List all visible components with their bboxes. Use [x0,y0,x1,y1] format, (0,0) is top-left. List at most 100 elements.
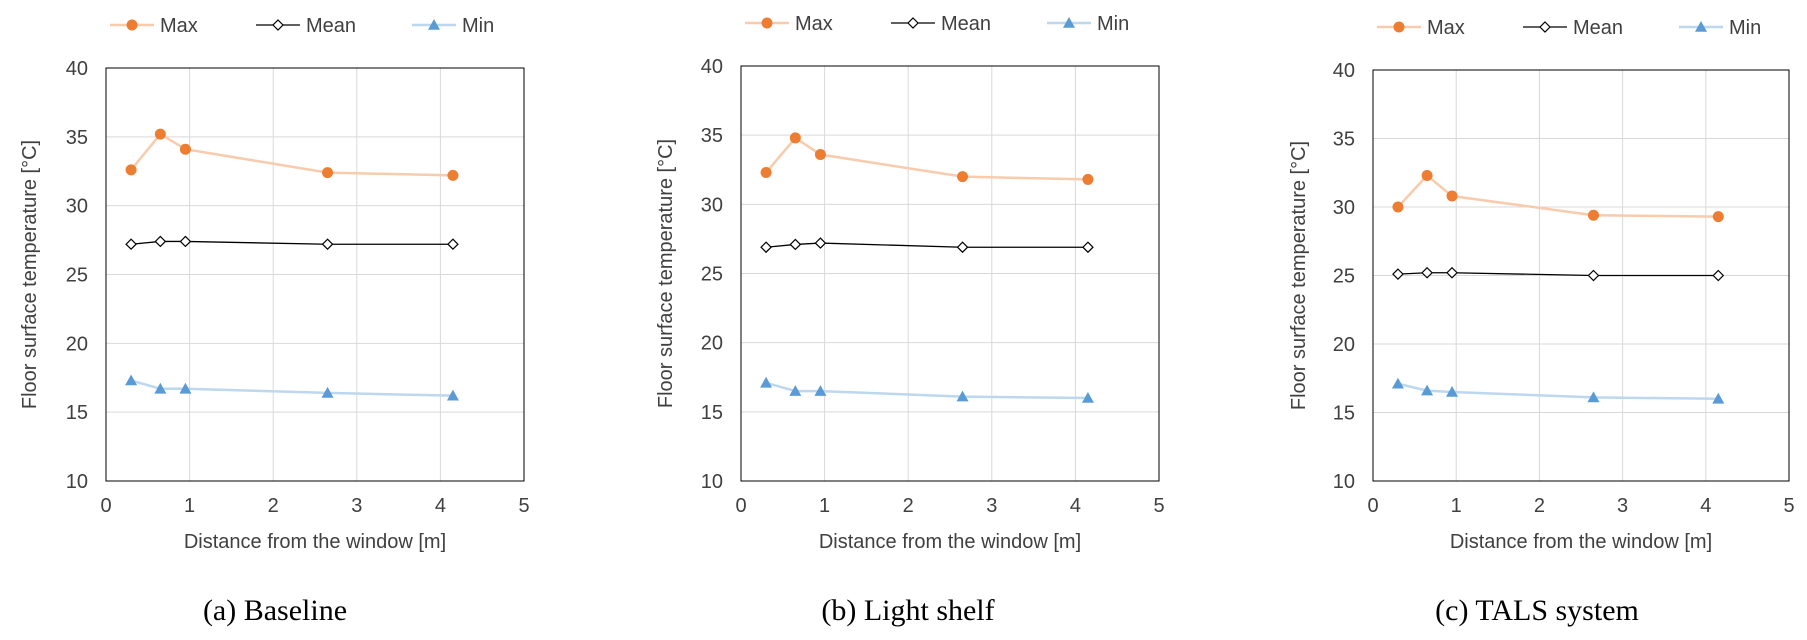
mean-point-2 [1446,266,1458,279]
max-point-4 [1082,173,1094,185]
panel-caption: (c) TALS system [1435,594,1639,627]
y-axis-title: Floor surface temperature [°C] [19,140,41,409]
x-tick-label: 2 [1534,495,1545,517]
y-tick-label: 10 [1333,471,1355,493]
legend-label-min: Min [1729,17,1761,39]
series-mean [1392,266,1725,282]
mean-point-1 [1421,266,1433,279]
series-max [760,132,1094,185]
series-mean [125,235,459,251]
legend: Max Mean Min [110,15,494,37]
x-tick-label: 0 [735,495,746,517]
y-axis-title: Floor surface temperature [°C] [1288,141,1310,410]
x-tick-label: 3 [1617,495,1628,517]
series-min [760,376,1094,403]
legend-label-mean: Mean [941,13,991,35]
min-line [130,379,453,397]
legend-label-min: Min [1097,13,1129,35]
series-min [1391,377,1725,404]
y-tick-label: 40 [701,56,723,78]
max-point-0 [125,164,137,176]
min-point-2 [179,382,192,394]
min-point-0 [125,374,138,386]
x-tick-label: 1 [1451,495,1462,517]
y-tick-label: 15 [1333,403,1355,425]
max-point-1 [789,132,801,144]
y-tick-label: 10 [701,471,723,493]
x-axis-title: Distance from the window [m] [184,531,446,553]
y-tick-label: 25 [66,265,88,287]
max-line [765,136,1088,181]
max-point-0 [760,167,772,179]
x-tick-label: 1 [184,495,195,517]
legend-label-max: Max [160,15,198,37]
mean-point-1 [154,235,167,248]
max-point-1 [1421,169,1433,181]
min-point-3 [321,386,334,398]
legend-label-min: Min [462,15,494,37]
x-tick-label: 4 [1700,495,1711,517]
y-tick-label: 25 [701,264,723,286]
mean-point-0 [1392,268,1404,280]
max-point-1 [154,128,166,140]
min-point-4 [1712,392,1725,404]
legend-label-max: Max [795,13,833,35]
mean-line [131,240,453,245]
mean-point-0 [125,238,137,251]
x-tick-label: 0 [100,495,111,517]
mean-point-1 [789,238,802,251]
panel-caption: (a) Baseline [203,594,347,627]
legend-mean-point-marker [272,19,284,31]
chart-panel-1: 10 15 20 25 30 35 40 0 1 2 3 4 5 Distance from the wi… [19,15,530,627]
y-tick-label: 25 [1333,266,1355,288]
max-point-2 [814,149,826,161]
x-tick-label: 4 [1070,495,1081,517]
min-point-3 [956,390,969,402]
mean-point-2 [814,237,827,249]
min-point-2 [814,385,827,396]
min-point-1 [154,382,167,394]
mean-point-4 [447,238,459,251]
y-tick-label: 30 [1333,197,1355,219]
legend: Max Mean Min [745,13,1129,35]
max-line [1397,173,1719,218]
y-tick-label: 35 [66,127,88,149]
y-tick-label: 15 [701,402,723,424]
x-tick-label: 0 [1367,495,1378,517]
legend-max-point-marker [1393,21,1405,33]
min-line [1397,382,1719,401]
x-axis-title: Distance from the window [m] [819,531,1081,553]
legend-item-max: Max [1377,17,1465,39]
max-line [130,132,453,177]
x-tick-label: 5 [518,495,529,517]
mean-line [766,242,1088,248]
legend-item-min: Min [412,15,494,37]
max-point-2 [1446,190,1458,202]
legend-item-mean: Mean [891,13,991,35]
series-max [125,128,459,181]
max-point-0 [1392,201,1404,213]
min-point-2 [1446,385,1459,397]
y-tick-label: 40 [66,58,88,80]
min-point-3 [1587,391,1600,403]
max-point-4 [1712,211,1724,223]
min-point-0 [1391,377,1404,389]
mean-point-3 [956,241,969,254]
plot-area-frame [105,67,525,482]
legend-mean-point-marker [907,17,919,29]
min-line [765,381,1088,400]
x-tick-label: 4 [435,495,446,517]
legend-label-mean: Mean [1573,17,1623,39]
plot-area-frame [740,65,1160,482]
y-tick-label: 30 [701,194,723,216]
max-point-3 [322,167,334,179]
legend-item-mean: Mean [256,15,356,37]
series-max [1392,169,1724,223]
y-tick-label: 15 [66,402,88,424]
mean-point-3 [321,238,334,251]
mean-point-2 [179,235,192,248]
legend-item-max: Max [110,15,198,37]
y-tick-label: 35 [1333,129,1355,151]
legend-item-mean: Mean [1523,17,1623,39]
